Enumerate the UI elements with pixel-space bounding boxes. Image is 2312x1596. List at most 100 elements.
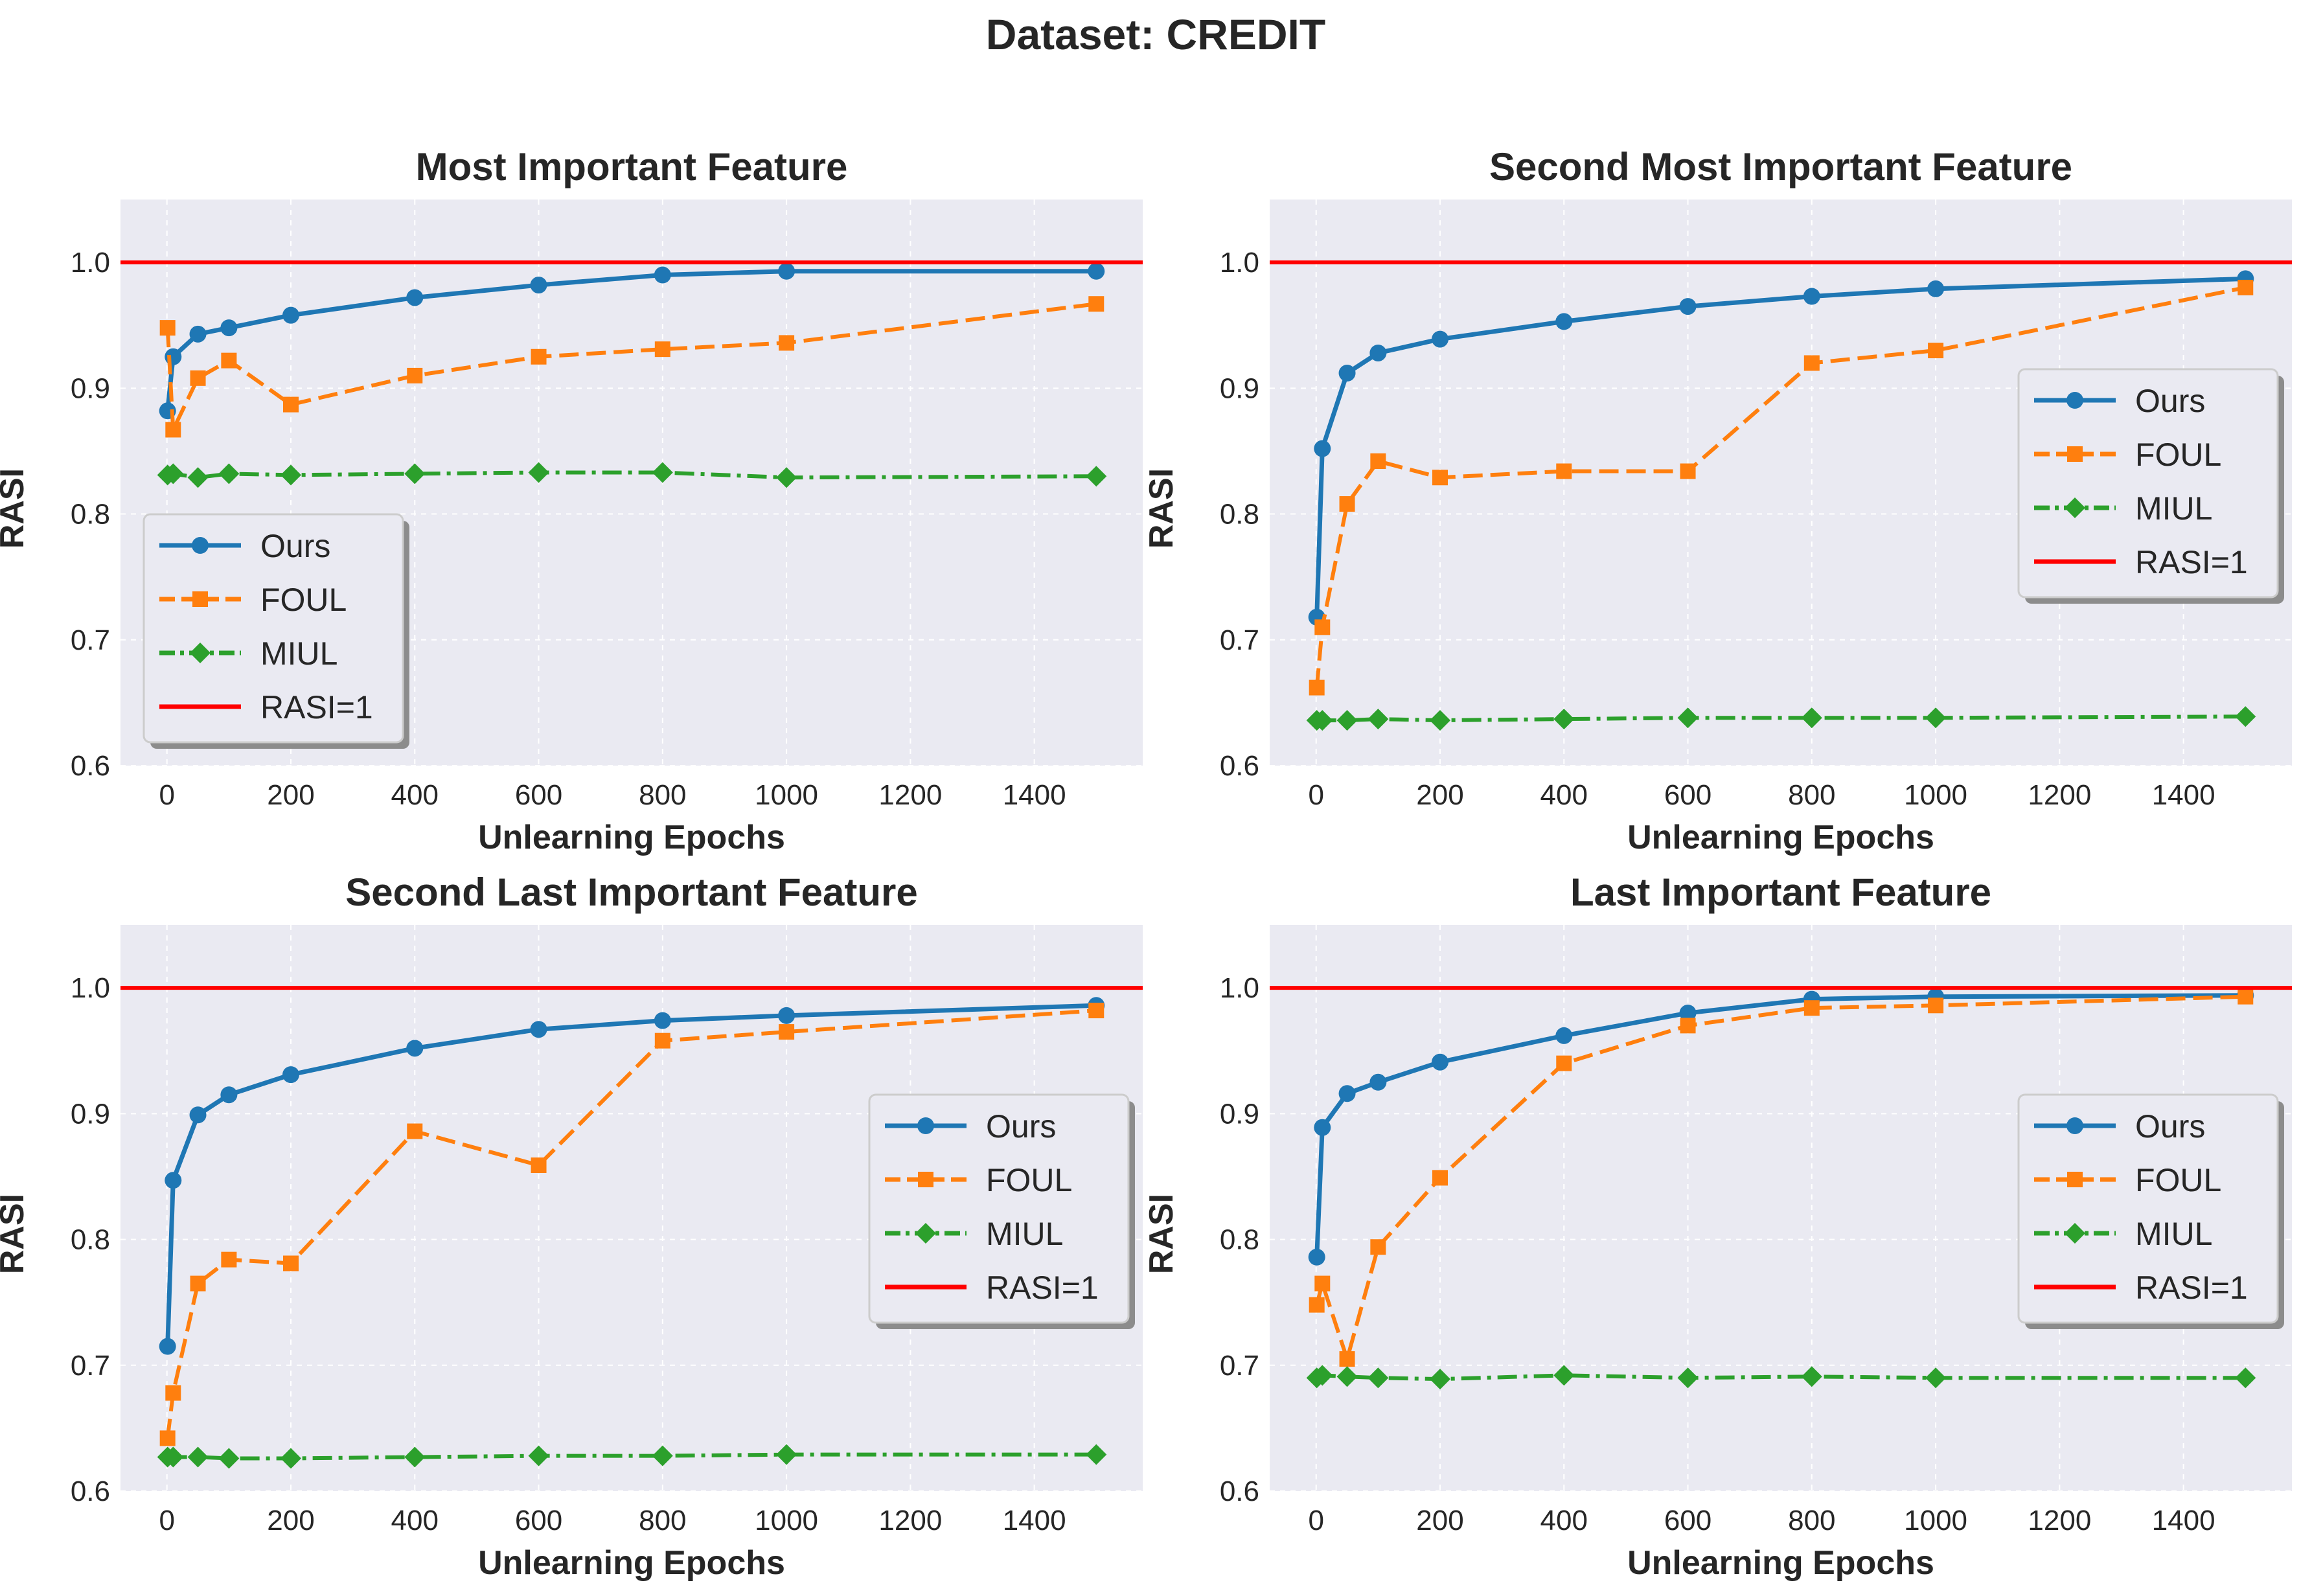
legend-box [868,1093,1130,1324]
data-point-ours [1679,1004,1697,1021]
legend-box [143,513,404,744]
data-point-foul [1432,470,1448,486]
data-point-foul [165,1385,181,1401]
data-point-miul [1801,707,1822,729]
legend-label-rasi1: RASI=1 [986,1270,1099,1306]
data-point-foul [1370,453,1386,469]
data-point-ours [189,1106,207,1124]
x-tick-label: 600 [515,1505,562,1536]
y-tick-label: 0.9 [1220,1098,1259,1130]
x-tick-label: 600 [1664,1505,1711,1536]
legend-label-ours: Ours [260,528,330,564]
series-line-foul [1314,286,2246,688]
x-tick-label: 1000 [1904,1505,1967,1536]
data-point-ours [220,319,238,337]
legend-marker-miul [190,643,211,663]
x-tick-label: 1400 [1003,779,1066,811]
subplot-1: 0 200 400 600 800 1000 1200 1400 0.6 0.7 0.8 0.9 1.0… [0,145,1143,856]
legend-box [2017,1093,2279,1324]
data-point-foul [1928,343,1944,359]
data-point-foul [190,370,206,386]
y-tick-label: 0.8 [1220,499,1259,530]
data-point-miul [1312,710,1333,731]
subplot-title: Most Important Feature [416,145,848,188]
data-point-ours [1088,262,1105,280]
data-point-ours [778,262,795,280]
data-point-ours [1338,1085,1356,1102]
y-axis-label: RASI [1143,1194,1180,1274]
data-point-foul [1928,998,1944,1014]
x-tick-label: 400 [391,779,439,811]
data-point-foul [2238,988,2254,1005]
data-point-foul [1680,463,1696,479]
legend-box [2017,368,2279,598]
data-point-ours [1369,1073,1387,1091]
x-tick-label: 0 [1308,1505,1323,1536]
legend: Ours FOUL MIUL RASI=1 [2017,368,2284,604]
data-point-ours [165,1172,182,1189]
y-tick-label: 0.7 [1220,624,1259,656]
data-point-miul [776,467,797,488]
data-point-miul [1553,709,1575,730]
data-point-miul [218,1448,240,1469]
data-point-miul [1677,1367,1699,1389]
subplot-3: 0 200 400 600 800 1000 1200 1400 0.6 0.7 0.8 0.9 1.0… [0,871,1143,1582]
subplot-title: Last Important Feature [1570,871,1991,914]
data-point-foul [407,367,423,383]
data-point-miul [1086,1444,1107,1465]
data-point-miul [2235,706,2256,727]
legend-marker-foul [192,591,208,607]
data-point-foul [654,341,670,358]
x-axis-label: Unlearning Epochs [1627,1544,1934,1582]
data-point-ours [1555,1027,1573,1044]
x-tick-label: 1200 [878,1505,942,1536]
data-point-miul [163,463,184,484]
series-line-miul [167,470,1097,480]
x-tick-label: 200 [1416,1505,1463,1536]
data-point-miul [1086,466,1107,487]
legend: Ours FOUL MIUL RASI=1 [868,1093,1135,1329]
x-tick-label: 800 [639,1505,686,1536]
x-tick-label: 600 [515,779,562,811]
x-tick-label: 1000 [755,1505,818,1536]
data-point-foul [1803,355,1820,371]
data-point-foul [2238,279,2254,295]
y-tick-label: 0.7 [71,624,110,656]
figure-suptitle: Dataset: CREDIT [986,10,1325,58]
data-point-foul [654,1032,670,1049]
y-tick-label: 1.0 [71,972,110,1004]
series-line-miul [1316,714,2246,723]
data-point-miul [528,462,549,483]
data-point-foul [407,1123,423,1139]
data-point-ours [654,266,671,284]
legend-label-miul: MIUL [986,1216,1063,1252]
y-tick-label: 0.8 [1220,1224,1259,1256]
data-point-miul [1312,1365,1333,1386]
legend-label-foul: FOUL [2135,437,2221,473]
data-point-foul [1339,1351,1355,1367]
x-tick-label: 800 [639,779,686,811]
series-line-foul [165,302,1097,432]
data-point-miul [163,1446,184,1468]
data-point-ours [778,1007,795,1024]
data-point-foul [283,1255,299,1271]
data-point-foul [283,396,299,413]
subplot-title: Second Last Important Feature [345,871,917,914]
data-point-ours [1314,440,1331,457]
legend-label-rasi1: RASI=1 [260,689,373,725]
data-point-foul [190,1275,206,1292]
x-axis-label: Unlearning Epochs [478,1544,785,1582]
legend-label-ours: Ours [986,1108,1056,1145]
series-layer [1270,986,2292,1390]
data-point-miul [1430,710,1450,731]
y-tick-label: 0.6 [71,1476,110,1507]
data-point-foul [1370,1239,1386,1255]
x-tick-label: 1200 [2028,779,2091,811]
data-point-ours [406,289,424,306]
y-tick-label: 1.0 [71,247,110,279]
x-tick-label: 1400 [1003,1505,1066,1536]
legend-marker-miul [915,1223,936,1244]
data-point-ours [1432,330,1448,348]
series-layer [120,986,1143,1469]
data-point-ours [406,1040,424,1057]
